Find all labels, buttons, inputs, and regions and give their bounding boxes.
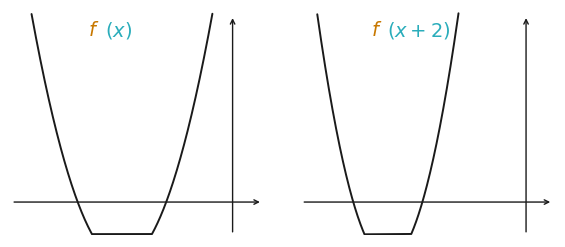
Text: $f$: $f$ xyxy=(371,21,382,40)
Text: $(x+2)$: $(x+2)$ xyxy=(387,20,451,41)
Text: $f$: $f$ xyxy=(88,21,99,40)
Text: $(x)$: $(x)$ xyxy=(105,20,132,41)
